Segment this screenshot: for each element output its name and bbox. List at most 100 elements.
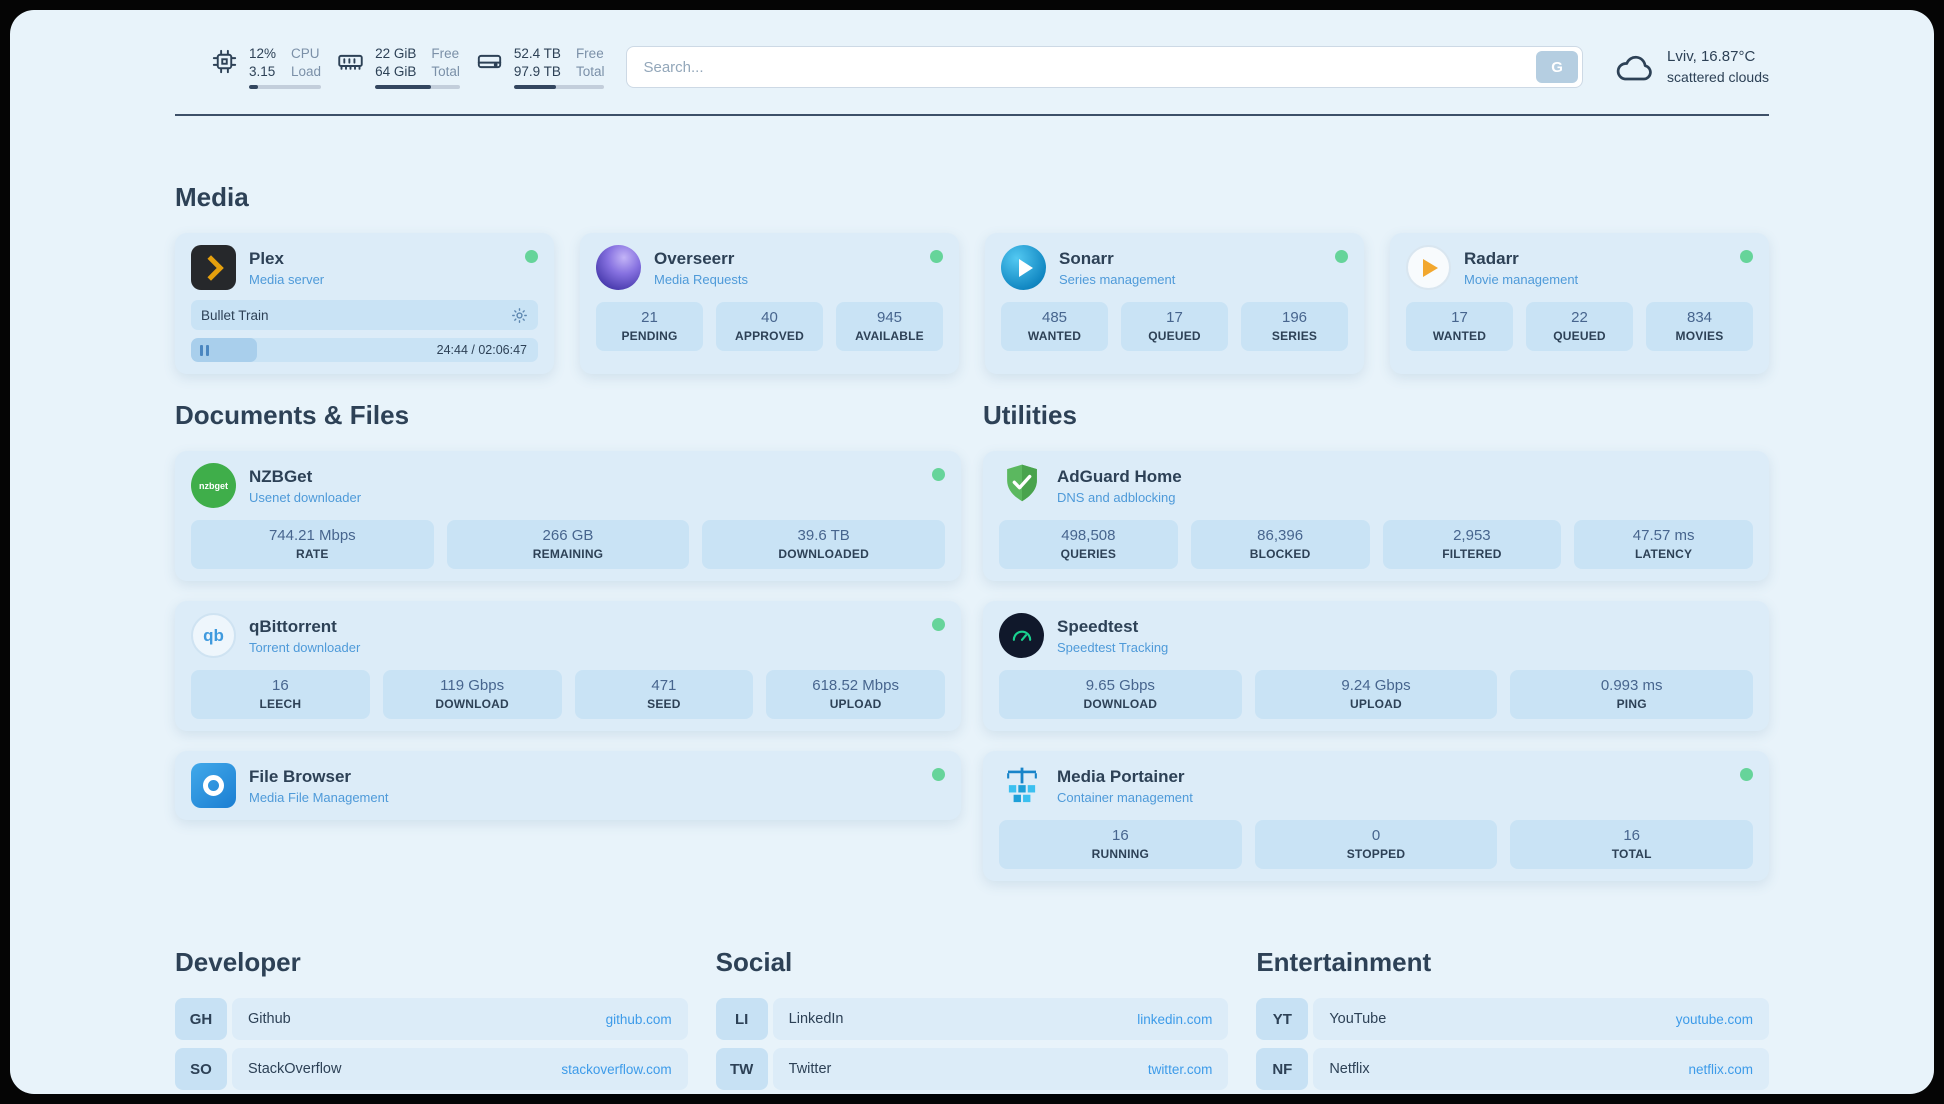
bookmark-twitter[interactable]: TW Twitter twitter.com <box>715 1048 1229 1090</box>
bookmark-url[interactable]: netflix.com <box>1688 1061 1753 1077</box>
status-dot <box>1740 768 1753 781</box>
nzbget-icon: nzbget <box>191 463 236 508</box>
overseerr-icon <box>596 245 641 290</box>
stat-label: WANTED <box>1432 329 1487 343</box>
stat-label: MOVIES <box>1675 329 1724 343</box>
linkedin-icon: LI <box>715 998 768 1040</box>
ram-body: 22 GiB 64 GiB Free Total <box>375 45 460 90</box>
stat-tile: 498,508 QUERIES <box>999 520 1178 569</box>
disk-icon <box>476 48 503 75</box>
nzbget-icon-text: nzbget <box>199 480 228 491</box>
disk-label-2: Total <box>575 63 605 79</box>
sonarr-icon <box>1001 245 1046 290</box>
system-stats: 12% 3.15 CPU Load <box>211 45 605 90</box>
card-filebrowser[interactable]: File Browser Media File Management <box>175 751 961 820</box>
status-dot <box>932 468 945 481</box>
app-name: Plex <box>249 248 284 268</box>
section-title-documents: Documents & Files <box>175 400 410 430</box>
card-radarr[interactable]: Radarr Movie management 17 WANTED 22 QUE… <box>1390 233 1769 374</box>
stat-label: FILTERED <box>1442 547 1502 561</box>
section-title-entertainment: Entertainment <box>1256 947 1432 977</box>
stat-tile: 47.57 ms LATENCY <box>1574 520 1753 569</box>
app-subtitle: Media File Management <box>249 789 389 805</box>
stat-value: 39.6 TB <box>797 527 850 544</box>
youtube-icon: YT <box>1256 998 1309 1040</box>
bookmark-linkedin[interactable]: LI LinkedIn linkedin.com <box>715 998 1229 1040</box>
stat-label: WANTED <box>1027 329 1082 343</box>
bookmarks-grid: Developer GH Github github.com SO StackO… <box>175 947 1769 1094</box>
bookmark-netflix[interactable]: NF Netflix netflix.com <box>1256 1048 1769 1090</box>
cpu-label-1: CPU <box>291 45 320 61</box>
bookmark-url[interactable]: github.com <box>605 1011 672 1027</box>
stat-value: 16 <box>1111 827 1129 844</box>
bookmark-name: Netflix <box>1329 1061 1370 1077</box>
card-overseerr[interactable]: Overseerr Media Requests 21 PENDING 40 A… <box>580 233 959 374</box>
stat-label: RUNNING <box>1091 847 1150 861</box>
search-engine-button[interactable]: G <box>1536 51 1579 83</box>
bookmark-url[interactable]: linkedin.com <box>1137 1011 1213 1027</box>
card-speedtest[interactable]: Speedtest Speedtest Tracking 9.65 Gbps D… <box>983 601 1769 731</box>
stat-value: 744.21 Mbps <box>268 527 356 544</box>
stat-value: 21 <box>641 309 658 326</box>
bookmark-name: YouTube <box>1329 1011 1387 1027</box>
ram-label-2: Total <box>431 63 460 79</box>
stat-value: 945 <box>876 309 903 326</box>
stat-tile: 9.65 Gbps DOWNLOAD <box>999 670 1242 719</box>
topbar-divider <box>175 114 1769 116</box>
stat-value: 16 <box>272 677 289 694</box>
app-name: Sonarr <box>1059 248 1114 268</box>
stat-label: APPROVED <box>735 329 804 343</box>
card-qbittorrent[interactable]: qb qBittorrent Torrent downloader 16 LEE… <box>175 601 961 731</box>
stat-value: 40 <box>761 309 778 326</box>
app-name: Radarr <box>1464 248 1519 268</box>
bookmark-url[interactable]: stackoverflow.com <box>561 1061 672 1077</box>
bookmark-name: StackOverflow <box>248 1061 342 1077</box>
app-name: Overseerr <box>654 248 735 268</box>
stat-tile: 196 SERIES <box>1241 302 1348 351</box>
stat-value: 196 <box>1281 309 1308 326</box>
github-icon: GH <box>175 998 227 1040</box>
bookmarks-developer: Developer GH Github github.com SO StackO… <box>175 947 688 1094</box>
ram-progress-fill <box>375 85 432 90</box>
stat-label: AVAILABLE <box>855 329 924 343</box>
app-subtitle: Media Requests <box>654 271 748 287</box>
app-subtitle: Container management <box>1057 789 1193 805</box>
search-input[interactable] <box>626 46 1584 88</box>
bookmark-stackoverflow[interactable]: SO StackOverflow stackoverflow.com <box>175 1048 688 1090</box>
bookmark-url[interactable]: youtube.com <box>1675 1011 1753 1027</box>
bookmark-name: Twitter <box>788 1061 832 1077</box>
stat-value: 618.52 Mbps <box>812 677 899 694</box>
settings-gear-icon[interactable] <box>511 307 528 324</box>
disk-progress-track <box>513 85 605 90</box>
stat-tile: 9.24 Gbps UPLOAD <box>1254 670 1498 719</box>
stackoverflow-icon: SO <box>175 1048 227 1090</box>
twitter-icon: TW <box>715 1048 768 1090</box>
section-media: Media Plex Media server Bullet Train <box>175 182 1769 374</box>
stat-label: RATE <box>296 547 329 561</box>
bookmark-url[interactable]: twitter.com <box>1147 1061 1213 1077</box>
stat-value: 22 <box>1571 309 1588 326</box>
card-portainer[interactable]: Media Portainer Container management 16 … <box>983 751 1769 881</box>
bookmark-youtube[interactable]: YT YouTube youtube.com <box>1256 998 1769 1040</box>
card-adguard[interactable]: AdGuard Home DNS and adblocking 498,508 … <box>983 451 1769 581</box>
stat-tile: 40 APPROVED <box>716 302 823 351</box>
stat-value: 9.24 Gbps <box>1341 677 1411 694</box>
stat-tile: 16 TOTAL <box>1510 820 1753 869</box>
stat-tile: 945 AVAILABLE <box>836 302 943 351</box>
playback-progress-track[interactable]: 24:44 / 02:06:47 <box>191 338 538 362</box>
section-utilities: Utilities AdGuard Home <box>983 400 1769 901</box>
status-dot <box>525 250 538 263</box>
ram-progress-track <box>375 85 460 90</box>
stat-value: 2,953 <box>1453 527 1491 544</box>
card-nzbget[interactable]: nzbget NZBGet Usenet downloader 744.21 M… <box>175 451 961 581</box>
disk-label-1: Free <box>575 45 604 61</box>
bookmark-github[interactable]: GH Github github.com <box>175 998 688 1040</box>
card-plex[interactable]: Plex Media server Bullet Train <box>175 233 554 374</box>
media-grid: Plex Media server Bullet Train <box>175 233 1769 374</box>
qbittorrent-icon: qb <box>191 613 236 658</box>
stat-value: 119 Gbps <box>440 677 505 694</box>
stat-label: DOWNLOADED <box>778 547 869 561</box>
card-sonarr[interactable]: Sonarr Series management 485 WANTED 17 Q… <box>985 233 1364 374</box>
section-title-media: Media <box>175 182 249 212</box>
stat-label: DOWNLOAD <box>1083 697 1158 711</box>
